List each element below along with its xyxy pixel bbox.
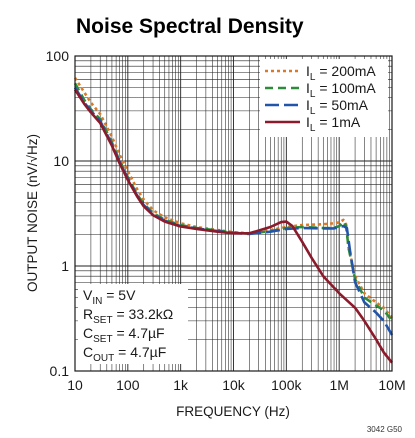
x-tick-labels: 10 100 1k 10k 100k 1M 10M xyxy=(67,377,405,393)
y-tick-labels: 100 10 1 0.1 xyxy=(46,48,70,379)
y-tick-label: 10 xyxy=(53,153,69,169)
legend-entry: IL = 200mA xyxy=(306,63,376,83)
y-axis-label: OUTPUT NOISE (nV/√Hz) xyxy=(25,134,40,292)
series-line-4 xyxy=(73,88,394,364)
legend-entry: IL = 50mA xyxy=(306,97,369,117)
condition-line: RSET = 33.2kΩ xyxy=(83,306,173,326)
x-axis-label: FREQUENCY (Hz) xyxy=(176,404,290,419)
x-tick-label: 10 xyxy=(67,377,83,393)
y-tick-label: 100 xyxy=(46,48,70,64)
plot-frame xyxy=(74,55,393,372)
condition-line: VIN = 5V xyxy=(83,287,136,307)
figure-id: 3042 G50 xyxy=(367,425,403,434)
x-tick-label: 100 xyxy=(116,377,140,393)
series-group xyxy=(73,77,394,364)
x-tick-label: 10k xyxy=(222,377,246,393)
condition-line: CSET = 4.7µF xyxy=(83,325,165,345)
x-tick-label: 1k xyxy=(173,377,189,393)
legend-entry: IL = 1mA xyxy=(306,114,361,134)
y-tick-label: 1 xyxy=(61,258,69,274)
conditions-background xyxy=(78,284,188,364)
x-tick-label: 100k xyxy=(271,377,302,393)
condition-line: COUT = 4.7µF xyxy=(83,344,166,364)
y-tick-label: 0.1 xyxy=(50,363,70,379)
chart-title: Noise Spectral Density xyxy=(76,15,304,38)
legend-background xyxy=(260,59,388,137)
x-tick-label: 1M xyxy=(329,377,348,393)
x-tick-label: 10M xyxy=(378,377,405,393)
legend-entry: IL = 100mA xyxy=(306,80,376,100)
